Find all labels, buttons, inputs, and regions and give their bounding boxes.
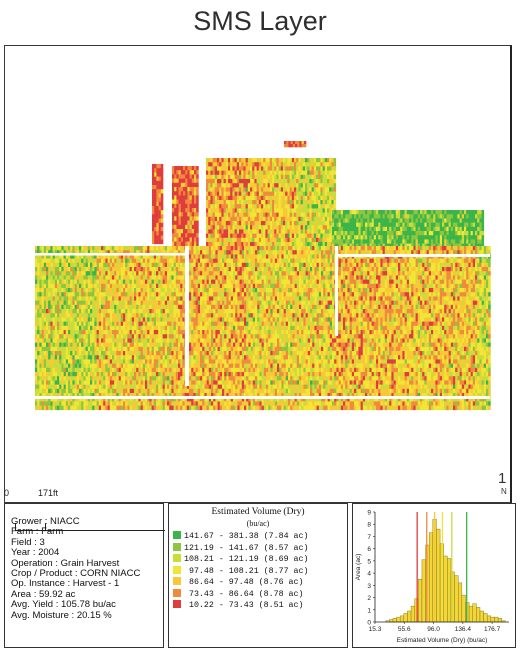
info-op-instance: Op. Instance : Harvest - 1 (11, 578, 120, 590)
histogram-bar (472, 603, 477, 623)
histogram-bar (407, 610, 412, 623)
histogram-bar (396, 616, 401, 623)
info-crop: Crop / Product : CORN NIACC (11, 567, 141, 579)
y-tick-label: 9 (367, 510, 371, 517)
histogram-bar (399, 615, 404, 623)
histogram-bar (443, 555, 448, 623)
histogram-bar (392, 618, 397, 623)
legend-panel: Estimated Volume (Dry) (bu/ac) 141.67 - … (168, 503, 348, 648)
y-tick-label: 3 (367, 583, 371, 590)
y-axis-label: Area (ac) (355, 554, 362, 581)
legend-row: 10.22 - 73.43 (8.51 ac) (173, 600, 304, 610)
x-tick-label: 176.7 (484, 626, 501, 633)
page-title: SMS Layer (193, 6, 327, 36)
legend-swatch (173, 577, 181, 585)
histogram-bar (458, 582, 463, 623)
x-tick-label: 136.4 (455, 626, 472, 633)
legend-label: 73.43 - 86.64 (8.78 ac) (184, 589, 304, 599)
y-tick-label: 1 (367, 607, 371, 614)
info-area: Area : 59.92 ac (11, 588, 76, 600)
yield-map[interactable] (5, 46, 511, 502)
y-tick-label: 0 (367, 620, 371, 627)
scale-bar (15, 520, 175, 534)
legend-label: 108.21 - 121.19 (8.69 ac) (184, 555, 309, 564)
histogram-bar (461, 594, 466, 623)
legend-unit: (bu/ac) (246, 519, 270, 528)
histogram-bar (487, 615, 492, 623)
legend-label: 10.22 - 73.43 (8.51 ac) (184, 601, 304, 610)
histogram-bar (428, 532, 434, 623)
legend-label: 86.64 - 97.48 (8.76 ac) (184, 578, 304, 587)
histogram-bar (494, 616, 499, 623)
info-operation: Operation : Grain Harvest (11, 557, 120, 569)
histogram-bar (483, 613, 488, 623)
legend-swatch (173, 542, 181, 551)
report-footer: Grower : NIACC Farm : Farm Field : 3 Yea… (0, 503, 520, 650)
north-arrow-label: N (501, 487, 507, 496)
histogram-bar (410, 605, 415, 623)
histogram-bar (468, 605, 473, 623)
yield-histogram: 0 1 2 3 4 5 6 7 8 9 15.3 55.6 96.0 136.4 176.7 Area (ac… (355, 510, 509, 644)
info-avg-yield: Avg. Yield : 105.78 bu/ac (11, 599, 116, 611)
legend-label: 97.48 - 108.21 (8.77 ac) (184, 566, 309, 576)
x-tick-label: 15.3 (369, 626, 382, 633)
legend-row: 86.64 - 97.48 (8.76 ac) (173, 577, 304, 587)
legend-label: 141.67 - 381.38 (7.84 ac) (184, 532, 309, 541)
x-tick-label: 55.6 (398, 626, 411, 633)
y-tick-label: 7 (367, 534, 371, 541)
legend-row: 121.19 - 141.67 (8.57 ac) (173, 542, 309, 553)
histogram-bar (418, 579, 423, 623)
y-tick-label: 8 (367, 522, 371, 529)
yield-histogram-panel: 0 1 2 3 4 5 6 7 8 9 15.3 55.6 96.0 136.4 176.7 Area (ac… (352, 503, 516, 648)
y-tick-label: 4 (367, 571, 371, 578)
legend-row: 73.43 - 86.64 (8.78 ac) (173, 588, 304, 599)
y-tick-label: 2 (367, 595, 371, 602)
histogram-bar (421, 559, 426, 623)
histogram-bar (403, 613, 408, 623)
legend-swatch (173, 554, 181, 562)
legend-swatch (173, 531, 181, 539)
scale-distance-label: 171ft (38, 488, 59, 498)
histogram-bar (454, 575, 459, 623)
legend-row: 141.67 - 381.38 (7.84 ac) (173, 531, 308, 541)
legend-title: Estimated Volume (Dry) (211, 507, 305, 517)
north-arrow-number: 1 (498, 470, 507, 487)
legend-row: 108.21 - 121.19 (8.69 ac) (173, 554, 308, 564)
y-tick-label: 5 (367, 558, 371, 565)
histogram-bar (479, 610, 484, 623)
yield-cells (35, 141, 491, 411)
legend-row: 97.48 - 108.21 (8.77 ac) (173, 565, 309, 576)
histogram-bar (490, 616, 495, 623)
histogram-bar (497, 618, 502, 623)
map-panel[interactable] (4, 45, 512, 531)
x-tick-label: 96.0 (427, 626, 440, 633)
info-field: Field : 3 (11, 536, 45, 548)
legend-swatch (173, 600, 181, 608)
x-axis-label: Estimated Volume (Dry) (bu/ac) (397, 637, 488, 644)
info-year: Year : 2004 (11, 547, 60, 559)
legend-swatch (173, 588, 181, 597)
histogram-bar (476, 607, 481, 623)
info-avg-moisture: Avg. Moisture : 20.15 % (11, 609, 112, 621)
info-farm: Farm : Farm (11, 526, 64, 538)
legend-swatch (173, 565, 181, 574)
scale-zero-label: 0 (4, 488, 10, 498)
histogram-bar (436, 528, 441, 623)
histogram-bar (447, 558, 452, 623)
info-grower: Grower : NIACC (11, 516, 80, 527)
field-info-panel: Grower : NIACC Farm : Farm Field : 3 Yea… (4, 503, 164, 648)
legend-label: 121.19 - 141.67 (8.57 ac) (184, 543, 309, 553)
y-tick-label: 6 (367, 546, 371, 553)
